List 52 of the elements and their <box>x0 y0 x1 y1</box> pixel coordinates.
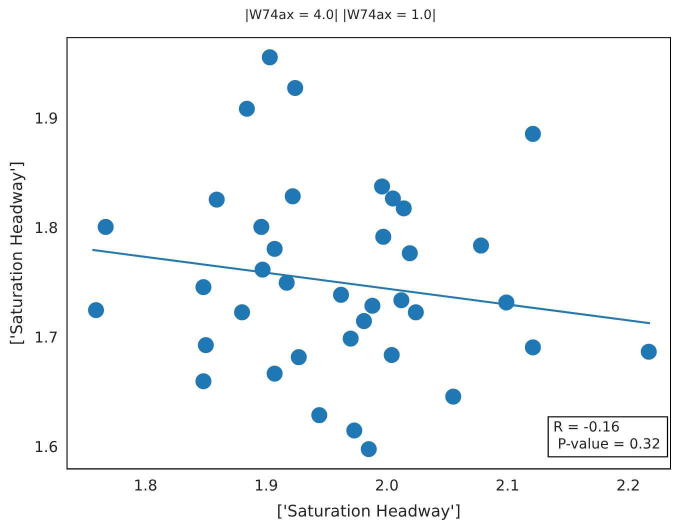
point <box>238 100 255 117</box>
y-axis-title: ['Saturation Headway'] <box>6 161 26 346</box>
x-tick-label: 1.9 <box>254 476 278 495</box>
point <box>374 178 390 194</box>
point <box>333 286 350 303</box>
point <box>640 344 657 360</box>
point <box>311 407 328 424</box>
x-tick-label: 2.2 <box>616 476 640 495</box>
chart-title: |W74ax = 4.0| |W74ax = 1.0| <box>244 8 436 24</box>
annotation: P-value = 0.32 <box>553 436 661 452</box>
point <box>195 279 212 296</box>
point <box>266 366 283 382</box>
point <box>234 304 250 320</box>
point <box>408 304 424 320</box>
point <box>253 218 270 235</box>
point <box>254 262 271 278</box>
point <box>473 238 490 254</box>
point <box>266 240 283 257</box>
point <box>195 373 212 390</box>
point <box>262 49 278 66</box>
point <box>356 313 372 330</box>
point <box>524 126 541 142</box>
point <box>290 349 307 366</box>
point <box>198 337 214 354</box>
y-tick-label: 1.8 <box>34 219 58 238</box>
y-tick-label: 1.6 <box>34 438 58 456</box>
x-tick-label: 1.8 <box>134 476 158 495</box>
point <box>402 245 418 262</box>
point <box>396 200 412 216</box>
point <box>278 274 295 291</box>
point <box>98 218 114 235</box>
annotation: R = -0.16 <box>553 419 620 436</box>
point <box>360 441 377 458</box>
point <box>384 346 400 363</box>
point <box>375 228 392 245</box>
point <box>284 188 301 204</box>
point <box>524 339 541 356</box>
x-axis-title: ['Saturation Headway'] <box>276 502 461 521</box>
point <box>498 294 514 310</box>
point <box>393 292 410 308</box>
point <box>88 302 104 318</box>
point <box>342 330 359 347</box>
point <box>346 422 362 438</box>
x-tick-label: 2.1 <box>496 476 520 495</box>
x-tick-label: 2.0 <box>374 476 399 495</box>
point <box>364 298 380 314</box>
point <box>445 388 462 405</box>
y-tick-label: 1.7 <box>34 328 58 346</box>
point <box>208 192 225 208</box>
point <box>384 190 401 206</box>
y-tick-label: 1.9 <box>34 110 58 128</box>
point <box>287 80 304 96</box>
